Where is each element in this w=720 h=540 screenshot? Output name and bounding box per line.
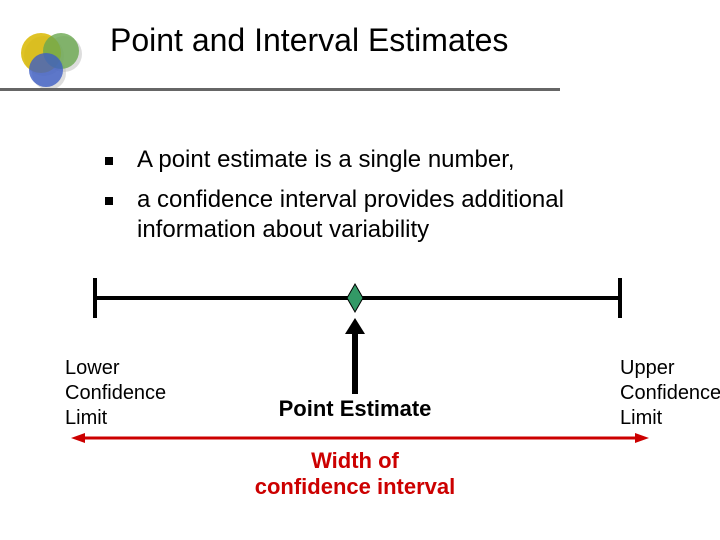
logo-icon xyxy=(18,30,90,102)
point-estimate-label: Point Estimate xyxy=(240,396,470,422)
width-line2: confidence interval xyxy=(255,474,456,499)
upper-limit-label: UpperConfidenceLimit xyxy=(620,356,720,431)
bullet-marker xyxy=(105,197,113,205)
list-item: a confidence interval provides additiona… xyxy=(105,185,665,245)
width-label: Width of confidence interval xyxy=(205,448,505,500)
lower-limit-label: LowerConfidenceLimit xyxy=(65,356,166,431)
list-item: A point estimate is a single number, xyxy=(105,145,665,175)
interval-diagram: LowerConfidenceLimit UpperConfidenceLimi… xyxy=(65,258,660,508)
bullet-text: a confidence interval provides additiona… xyxy=(137,185,665,245)
title-underline xyxy=(0,88,560,91)
bullet-text: A point estimate is a single number, xyxy=(137,145,665,175)
bullet-list: A point estimate is a single number, a c… xyxy=(105,145,665,255)
width-line1: Width of xyxy=(311,448,399,473)
slide-title: Point and Interval Estimates xyxy=(110,22,508,59)
bullet-marker xyxy=(105,157,113,165)
